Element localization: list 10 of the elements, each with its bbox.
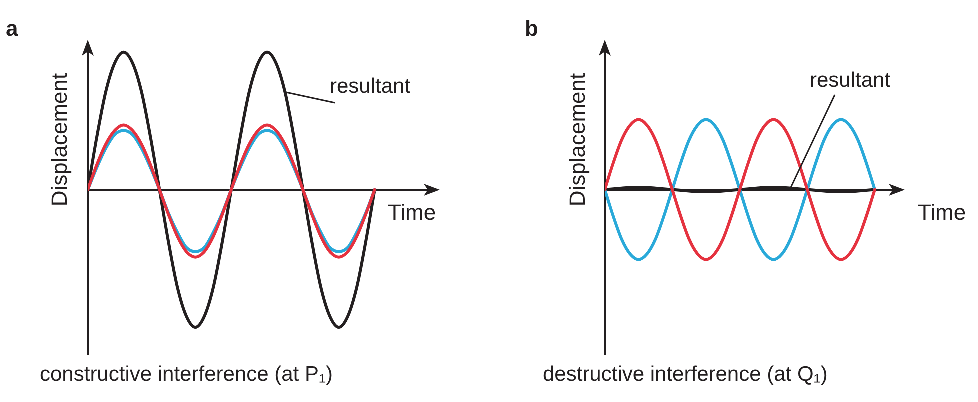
x-axis-title: Time [918,200,966,225]
text: constructive interference (at P₁) [40,363,334,386]
y-axis-title: Displacement [565,73,590,207]
x-axis-title: Time [388,200,436,225]
legend-label: resultant [330,75,411,98]
y-axis-title: Displacement [47,73,72,207]
chart-title: b [525,16,538,41]
chart-title: a [6,16,18,41]
text: resultant [810,69,891,92]
text: destructive interference (at Q₁) [543,363,828,386]
